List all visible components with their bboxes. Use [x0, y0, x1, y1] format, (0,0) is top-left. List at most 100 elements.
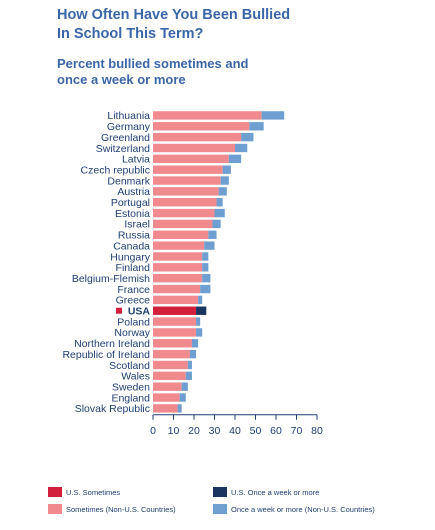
category-label-russia: Russia	[118, 230, 150, 242]
bar-sometimes-russia	[153, 230, 209, 239]
bar-sometimes-wales	[153, 371, 186, 381]
bar-weekly-portugal	[216, 198, 223, 207]
bar-weekly-poland	[196, 317, 201, 326]
bar-sometimes-usa	[153, 306, 197, 315]
chart-subtitle: Percent bullied sometimes and once a wee…	[57, 56, 427, 88]
bar-weekly-estonia	[214, 208, 225, 218]
bar-sometimes-finland	[153, 263, 203, 272]
bar-sometimes-lithuania	[153, 111, 262, 120]
bar-weekly-finland	[202, 263, 209, 272]
legend-swatch-sometimes-non-u-s-countries	[48, 504, 62, 514]
category-label-republic-of-ireland: Republic of Ireland	[62, 349, 150, 361]
bar-sometimes-scotland	[153, 360, 188, 370]
legend-label-u-s-once-a-week-or-more: U.S. Once a week or more	[231, 488, 319, 497]
bar-sometimes-czech-republic	[153, 165, 223, 174]
legend-swatch-u-s-once-a-week-or-more	[213, 487, 227, 497]
category-label-denmark: Denmark	[107, 175, 150, 187]
category-label-belgium-flemish: Belgium-Flemish	[72, 273, 150, 285]
category-label-greenland: Greenland	[101, 132, 150, 144]
bar-sometimes-slovak-republic	[153, 404, 178, 413]
category-label-latvia: Latvia	[122, 154, 150, 166]
bar-sometimes-austria	[153, 187, 219, 196]
bar-sometimes-france	[153, 284, 201, 294]
bar-weekly-germany	[249, 122, 264, 131]
bar-sometimes-greenland	[153, 132, 242, 142]
bar-sometimes-sweden	[153, 382, 182, 391]
bar-sometimes-hungary	[153, 252, 203, 261]
category-label-poland: Poland	[117, 316, 150, 328]
x-tick-label-70: 70	[291, 425, 303, 437]
legend-label-once-a-week-or-more-non-u-s-countries: Once a week or more (Non-U.S. Countries)	[231, 505, 375, 514]
bar-weekly-england	[179, 393, 186, 402]
chart-title-line-2: In School This Term?	[57, 26, 204, 42]
bar-sometimes-estonia	[153, 208, 215, 218]
bars-group	[153, 111, 285, 413]
bar-weekly-france	[200, 284, 211, 294]
bar-weekly-slovak-republic	[177, 404, 182, 413]
category-label-northern-ireland: Northern Ireland	[74, 338, 150, 350]
category-label-sweden: Sweden	[112, 381, 150, 393]
bar-sometimes-northern-ireland	[153, 339, 192, 348]
category-label-germany: Germany	[107, 121, 151, 133]
category-label-canada: Canada	[113, 240, 150, 252]
category-label-portugal: Portugal	[111, 197, 150, 209]
bar-sometimes-greece	[153, 295, 199, 305]
category-label-scotland: Scotland	[109, 360, 150, 372]
chart-title: How Often Have You Been Bullied In Schoo…	[57, 6, 427, 44]
legend-swatch-u-s-sometimes	[48, 487, 62, 497]
category-label-slovak-republic: Slovak Republic	[75, 403, 150, 415]
category-label-france: France	[117, 284, 150, 296]
bar-weekly-norway	[196, 328, 203, 337]
bar-weekly-greenland	[241, 132, 254, 142]
x-tick-label-30: 30	[209, 425, 221, 437]
bar-weekly-republic-of-ireland	[189, 349, 197, 359]
bar-weekly-latvia	[228, 154, 242, 164]
bar-sometimes-england	[153, 393, 180, 402]
bar-sometimes-latvia	[153, 154, 229, 164]
category-label-norway: Norway	[114, 327, 150, 339]
x-tick-label-50: 50	[250, 425, 262, 437]
category-label-austria: Austria	[117, 186, 150, 198]
bar-weekly-sweden	[181, 382, 188, 391]
bar-weekly-usa	[196, 306, 207, 315]
category-label-israel: Israel	[124, 219, 150, 231]
category-label-wales: Wales	[121, 371, 150, 383]
category-label-hungary: Hungary	[110, 251, 150, 263]
bar-weekly-israel	[212, 219, 221, 229]
usa-marker	[116, 307, 122, 314]
bar-weekly-canada	[204, 241, 215, 250]
category-label-estonia: Estonia	[115, 208, 150, 220]
bar-sometimes-belgium-flemish	[153, 273, 203, 283]
category-label-england: England	[111, 392, 150, 404]
bar-sometimes-switzerland	[153, 143, 235, 153]
bar-weekly-hungary	[202, 252, 209, 261]
bar-weekly-denmark	[220, 176, 229, 185]
bar-sometimes-republic-of-ireland	[153, 349, 190, 359]
bar-weekly-switzerland	[235, 143, 248, 153]
category-label-finland: Finland	[116, 262, 151, 274]
x-tick-label-10: 10	[168, 425, 180, 437]
category-label-usa: USA	[128, 306, 151, 318]
x-tick-label-60: 60	[270, 425, 282, 437]
bar-sometimes-poland	[153, 317, 197, 326]
category-label-czech-republic: Czech republic	[81, 164, 150, 176]
category-label-switzerland: Switzerland	[96, 143, 150, 155]
bar-sometimes-israel	[153, 219, 213, 229]
bar-weekly-russia	[208, 230, 217, 239]
chart-subtitle-line-1: Percent bullied sometimes and	[57, 56, 249, 71]
bar-weekly-scotland	[187, 360, 192, 370]
legend-label-u-s-sometimes: U.S. Sometimes	[66, 488, 120, 497]
bar-sometimes-denmark	[153, 176, 221, 185]
x-tick-label-80: 80	[311, 425, 323, 437]
x-tick-label-20: 20	[188, 425, 200, 437]
bar-weekly-wales	[185, 371, 192, 381]
bar-weekly-austria	[218, 187, 227, 196]
category-labels-group: LithuaniaGermanyGreenlandSwitzerlandLatv…	[62, 110, 150, 415]
bar-weekly-greece	[198, 295, 203, 305]
bar-sometimes-portugal	[153, 198, 217, 207]
bar-weekly-lithuania	[261, 111, 285, 120]
x-axis-group: 0 10 20 30 40 50 60 70 80	[150, 414, 323, 437]
bar-sometimes-germany	[153, 122, 250, 131]
bar-weekly-belgium-flemish	[202, 273, 211, 283]
bar-sometimes-norway	[153, 328, 197, 337]
